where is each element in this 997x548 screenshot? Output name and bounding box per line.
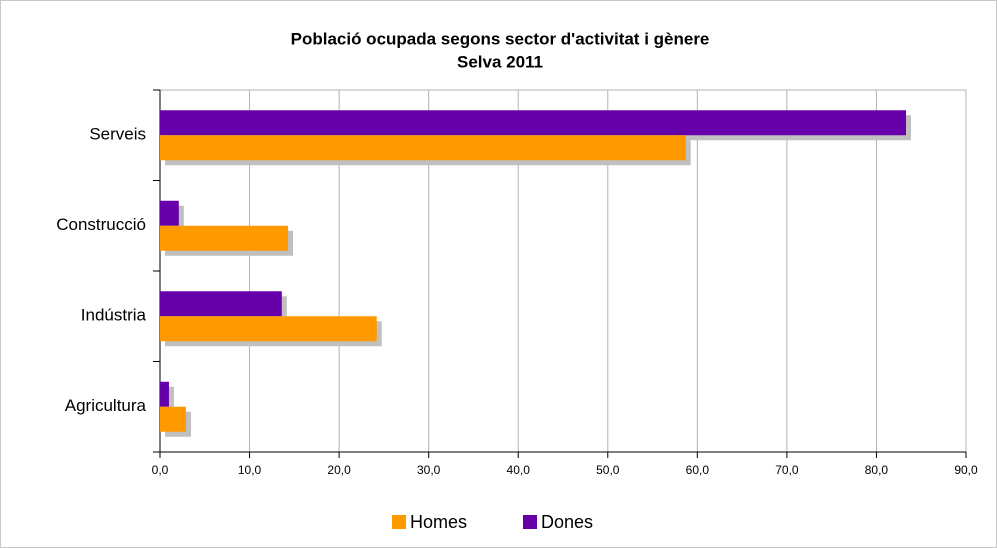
bar	[160, 406, 186, 432]
bar	[160, 291, 282, 317]
bar-shadow	[165, 386, 174, 412]
x-tick-label: 80,0	[865, 463, 889, 477]
x-tick-label: 40,0	[507, 463, 531, 477]
legend-swatch	[392, 515, 406, 529]
bar	[160, 381, 169, 407]
legend-swatch	[523, 515, 537, 529]
x-tick-label: 10,0	[238, 463, 262, 477]
bar	[160, 225, 289, 251]
y-tick-label: Indústria	[81, 306, 147, 325]
x-tick-label: 60,0	[686, 463, 710, 477]
bar	[160, 316, 377, 342]
bar	[160, 135, 686, 161]
bar	[160, 200, 179, 226]
legend-label: Dones	[541, 512, 593, 532]
x-tick-label: 90,0	[954, 463, 978, 477]
y-tick-label: Serveis	[89, 125, 146, 144]
x-tick-label: 20,0	[327, 463, 351, 477]
x-tick-label: 70,0	[775, 463, 799, 477]
x-tick-label: 30,0	[417, 463, 441, 477]
chart-subtitle: Selva 2011	[457, 52, 543, 71]
legend-label: Homes	[410, 512, 467, 532]
x-tick-label: 50,0	[596, 463, 620, 477]
chart-title: Població ocupada segons sector d'activit…	[291, 29, 710, 48]
x-tick-label: 0,0	[152, 463, 169, 477]
y-tick-label: Construcció	[56, 215, 146, 234]
y-tick-label: Agricultura	[65, 396, 147, 415]
bar	[160, 110, 906, 136]
